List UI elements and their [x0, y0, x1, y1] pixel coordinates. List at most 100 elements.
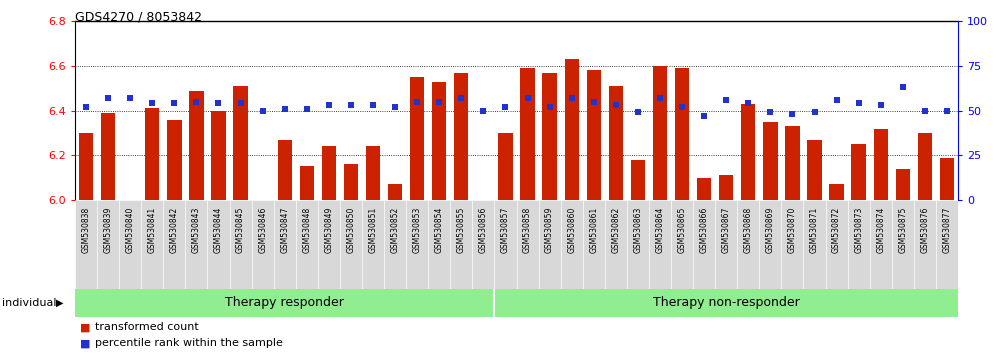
Bar: [145, 108, 159, 200]
Bar: [300, 166, 314, 200]
Text: GSM530855: GSM530855: [457, 207, 466, 253]
Text: GSM530869: GSM530869: [766, 207, 775, 253]
Bar: [233, 86, 248, 200]
Bar: [715, 200, 737, 289]
Text: GSM530877: GSM530877: [942, 207, 951, 253]
Bar: [785, 126, 800, 200]
Text: GSM530857: GSM530857: [501, 207, 510, 253]
Text: GSM530867: GSM530867: [722, 207, 731, 253]
Bar: [848, 200, 870, 289]
Bar: [410, 77, 424, 200]
Text: GSM530875: GSM530875: [898, 207, 907, 253]
Bar: [914, 200, 936, 289]
Bar: [516, 200, 539, 289]
Text: GSM530845: GSM530845: [236, 207, 245, 253]
Bar: [388, 184, 402, 200]
Text: GSM530859: GSM530859: [545, 207, 554, 253]
Bar: [561, 200, 583, 289]
Text: Therapy non-responder: Therapy non-responder: [653, 296, 800, 309]
Text: GSM530841: GSM530841: [148, 207, 157, 253]
Bar: [627, 200, 649, 289]
Bar: [896, 169, 910, 200]
Bar: [719, 176, 733, 200]
Bar: [494, 200, 517, 289]
Bar: [631, 160, 645, 200]
Bar: [318, 200, 340, 289]
Bar: [79, 133, 93, 200]
Text: percentile rank within the sample: percentile rank within the sample: [95, 338, 283, 348]
Bar: [874, 129, 888, 200]
Text: GSM530852: GSM530852: [391, 207, 400, 253]
Bar: [892, 200, 914, 289]
Bar: [803, 200, 826, 289]
Bar: [75, 289, 494, 317]
Bar: [759, 200, 781, 289]
Text: Therapy responder: Therapy responder: [225, 296, 344, 309]
Text: GSM530876: GSM530876: [920, 207, 929, 253]
Text: GSM530874: GSM530874: [876, 207, 885, 253]
Bar: [675, 68, 689, 200]
Text: GSM530868: GSM530868: [744, 207, 753, 253]
Bar: [693, 200, 715, 289]
Text: ■: ■: [80, 322, 90, 332]
Bar: [565, 59, 579, 200]
Bar: [829, 184, 844, 200]
Text: GSM530838: GSM530838: [82, 207, 91, 253]
Text: transformed count: transformed count: [95, 322, 199, 332]
Bar: [97, 200, 119, 289]
Bar: [185, 200, 207, 289]
Bar: [520, 68, 535, 200]
Bar: [101, 113, 115, 200]
Text: GSM530854: GSM530854: [435, 207, 444, 253]
Text: GSM530865: GSM530865: [678, 207, 687, 253]
Text: GSM530864: GSM530864: [655, 207, 664, 253]
Bar: [384, 200, 406, 289]
Bar: [671, 200, 693, 289]
Bar: [609, 86, 623, 200]
Bar: [366, 146, 380, 200]
Bar: [587, 70, 601, 200]
Bar: [362, 200, 384, 289]
Bar: [322, 146, 336, 200]
Bar: [167, 120, 182, 200]
Text: GSM530839: GSM530839: [104, 207, 113, 253]
Bar: [432, 81, 446, 200]
Bar: [344, 164, 358, 200]
Text: GSM530866: GSM530866: [700, 207, 709, 253]
Text: GSM530853: GSM530853: [413, 207, 422, 253]
Text: GSM530850: GSM530850: [346, 207, 355, 253]
Text: GSM530842: GSM530842: [170, 207, 179, 253]
Text: GSM530849: GSM530849: [324, 207, 333, 253]
Bar: [741, 104, 755, 200]
Bar: [450, 200, 472, 289]
Bar: [851, 144, 866, 200]
Text: GSM530847: GSM530847: [280, 207, 289, 253]
Bar: [539, 200, 561, 289]
Text: GSM530870: GSM530870: [788, 207, 797, 253]
Text: GSM530840: GSM530840: [126, 207, 135, 253]
Bar: [163, 200, 185, 289]
Text: GSM530851: GSM530851: [369, 207, 378, 253]
Text: individual: individual: [2, 298, 56, 308]
Text: GSM530848: GSM530848: [302, 207, 311, 253]
Bar: [274, 200, 296, 289]
Text: GDS4270 / 8053842: GDS4270 / 8053842: [75, 11, 202, 24]
Text: GSM530846: GSM530846: [258, 207, 267, 253]
Bar: [781, 200, 803, 289]
Text: GSM530873: GSM530873: [854, 207, 863, 253]
Bar: [605, 200, 627, 289]
Text: ▶: ▶: [56, 298, 64, 308]
Text: GSM530843: GSM530843: [192, 207, 201, 253]
Bar: [936, 200, 958, 289]
Bar: [498, 133, 513, 200]
Bar: [472, 200, 494, 289]
Bar: [494, 289, 958, 317]
Bar: [940, 158, 954, 200]
Text: GSM530856: GSM530856: [479, 207, 488, 253]
Text: ■: ■: [80, 338, 90, 348]
Bar: [807, 140, 822, 200]
Bar: [583, 200, 605, 289]
Bar: [296, 200, 318, 289]
Text: GSM530872: GSM530872: [832, 207, 841, 253]
Text: GSM530861: GSM530861: [589, 207, 598, 253]
